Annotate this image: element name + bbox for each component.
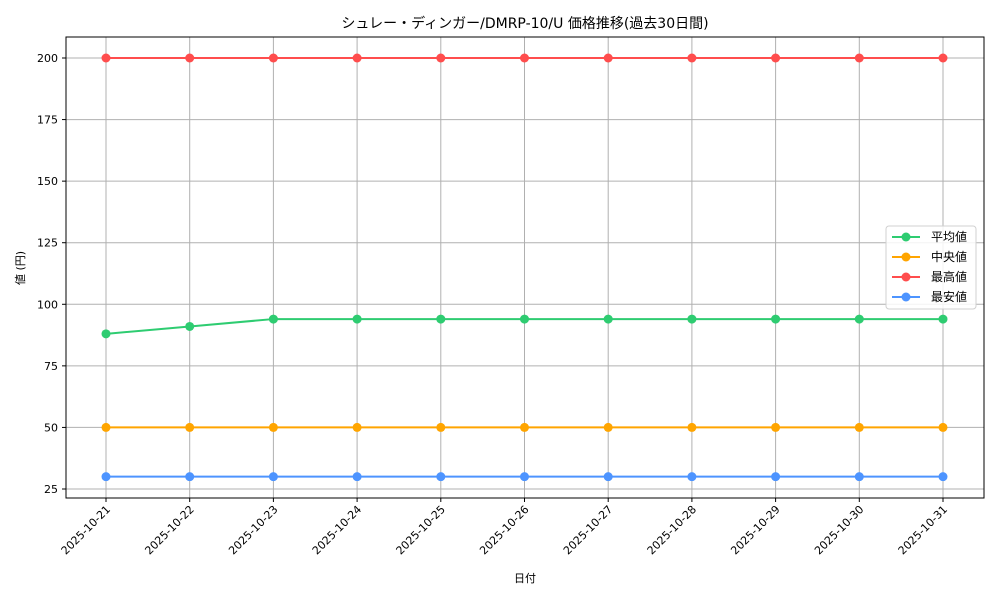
- data-point: [603, 314, 613, 324]
- legend-label: 平均値: [931, 229, 967, 244]
- data-point: [101, 53, 111, 63]
- data-point: [854, 472, 864, 482]
- data-point: [687, 422, 697, 432]
- legend-label: 中央値: [931, 249, 967, 264]
- x-tick-label: 2025-10-24: [310, 503, 364, 557]
- y-tick-label: 200: [37, 52, 58, 65]
- x-tick-label: 2025-10-21: [59, 503, 113, 557]
- data-point: [687, 53, 697, 63]
- legend-marker-icon: [901, 252, 911, 262]
- x-axis-ticks: 2025-10-21 2025-10-22 2025-10-23 2025-10-24…: [59, 498, 950, 557]
- chart-title: シュレー・ディンガー/DMRP-10/U 価格推移(過去30日間): [341, 15, 708, 32]
- x-tick-label: 2025-10-23: [226, 503, 280, 557]
- data-series: [101, 53, 948, 482]
- data-point: [185, 422, 195, 432]
- x-tick-label: 2025-10-28: [645, 503, 699, 557]
- data-point: [436, 53, 446, 63]
- data-point: [938, 472, 948, 482]
- data-point: [603, 53, 613, 63]
- y-axis-label: 値 (円): [14, 251, 27, 285]
- data-point: [436, 422, 446, 432]
- y-axis-ticks: 25 50 75 100 125 150 175 200: [37, 52, 66, 496]
- x-tick-label: 2025-10-26: [477, 503, 531, 557]
- data-point: [771, 314, 781, 324]
- data-point: [268, 53, 278, 63]
- legend-box: [885, 225, 977, 310]
- data-point: [938, 422, 948, 432]
- series-1: [101, 422, 948, 432]
- data-point: [603, 472, 613, 482]
- x-tick-label: 2025-10-31: [896, 503, 950, 557]
- y-tick-label: 100: [37, 298, 58, 311]
- data-point: [268, 472, 278, 482]
- data-point: [854, 314, 864, 324]
- data-point: [771, 53, 781, 63]
- x-axis-label: 日付: [514, 572, 536, 585]
- data-point: [101, 472, 111, 482]
- data-point: [687, 314, 697, 324]
- legend-marker-icon: [901, 292, 911, 302]
- data-point: [101, 422, 111, 432]
- data-point: [854, 53, 864, 63]
- y-tick-label: 75: [44, 360, 58, 373]
- data-point: [185, 321, 195, 331]
- legend-marker-icon: [901, 272, 911, 282]
- data-point: [101, 329, 111, 339]
- series-0: [101, 314, 948, 339]
- data-point: [520, 422, 529, 432]
- data-point: [436, 472, 446, 482]
- data-point: [268, 314, 278, 324]
- data-point: [352, 53, 362, 63]
- data-point: [352, 472, 362, 482]
- data-point: [854, 422, 864, 432]
- data-point: [185, 53, 195, 63]
- data-point: [771, 472, 781, 482]
- x-tick-label: 2025-10-22: [142, 503, 196, 557]
- legend-label: 最安値: [931, 289, 967, 304]
- y-tick-label: 25: [44, 483, 58, 496]
- series-2: [101, 53, 948, 63]
- data-point: [603, 422, 613, 432]
- data-point: [185, 472, 195, 482]
- data-point: [771, 422, 781, 432]
- grid-lines: [66, 37, 984, 498]
- x-tick-label: 2025-10-27: [561, 503, 615, 557]
- y-tick-label: 50: [44, 421, 58, 434]
- data-point: [352, 314, 362, 324]
- x-tick-label: 2025-10-30: [812, 503, 866, 557]
- data-point: [268, 422, 278, 432]
- data-point: [938, 53, 948, 63]
- y-tick-label: 175: [37, 114, 58, 127]
- data-point: [352, 422, 362, 432]
- legend-label: 最高値: [931, 269, 967, 284]
- data-point: [520, 53, 529, 63]
- y-tick-label: 150: [37, 175, 58, 188]
- legend-marker-icon: [901, 232, 911, 242]
- x-tick-label: 2025-10-25: [394, 503, 448, 557]
- data-point: [520, 472, 529, 482]
- x-tick-label: 2025-10-29: [728, 503, 782, 557]
- data-point: [938, 314, 948, 324]
- y-tick-label: 125: [37, 237, 58, 250]
- data-point: [687, 472, 697, 482]
- data-point: [520, 314, 529, 324]
- data-point: [436, 314, 446, 324]
- series-3: [101, 472, 948, 482]
